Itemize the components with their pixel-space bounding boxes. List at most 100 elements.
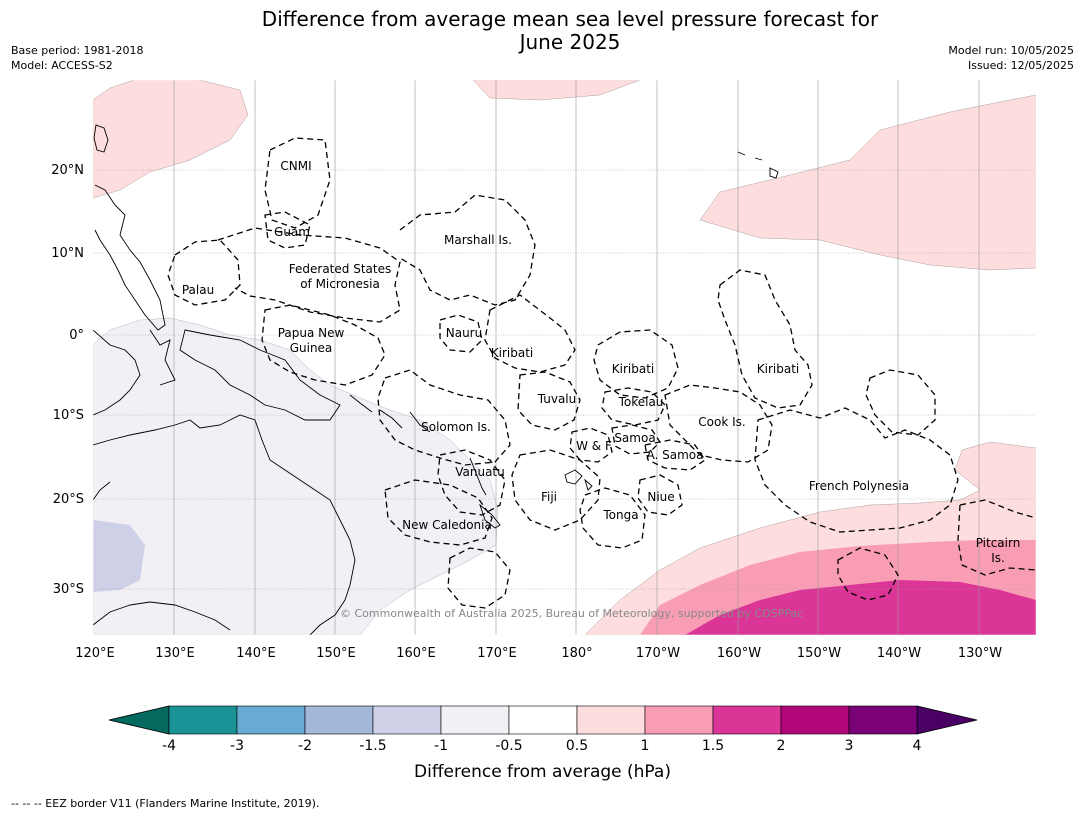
model-run-text: Model run: 10/05/2025 — [948, 44, 1074, 57]
label-pitcairn-line1: Pitcairn — [976, 536, 1021, 550]
colorbar-tick-label: 2 — [777, 738, 786, 754]
label-micronesia-line2: of Micronesia — [300, 277, 380, 291]
eez-nauru — [439, 314, 483, 353]
colorbar-tick-label: -2 — [298, 738, 312, 754]
metadata-right: Model run: 10/05/2025 Issued: 12/05/2025 — [948, 43, 1074, 73]
label-american-samoa: A. Samoa — [647, 448, 704, 462]
label-samoa: Samoa — [614, 431, 655, 445]
colorbar-segment — [236, 705, 306, 735]
lon-tick-150e: 150°E — [316, 646, 356, 661]
label-nauru: Nauru — [446, 326, 482, 340]
philippines-coast — [94, 184, 166, 331]
colorbar-tick-label: -4 — [162, 738, 176, 754]
anomaly-band-0.5-1-north-central — [472, 80, 641, 101]
lon-tick-130e: 130°E — [155, 646, 195, 661]
label-wallis-futuna: W & F — [576, 439, 612, 453]
colorbar-tick-label: -3 — [230, 738, 244, 754]
map-plot-area: © Commonwealth of Australia 2025, Bureau… — [93, 80, 1036, 635]
label-marshall-islands: Marshall Is. — [444, 233, 512, 247]
map-title: Difference from average mean sea level p… — [170, 8, 970, 54]
eez-png — [261, 304, 386, 386]
colorbar-segment — [168, 705, 238, 735]
label-tonga: Tonga — [602, 508, 638, 522]
lat-tick-30s: 30°S — [53, 582, 84, 597]
label-palau: Palau — [182, 283, 214, 297]
lon-tick-180: 180° — [561, 646, 592, 661]
label-tokelau: Tokelau — [618, 395, 664, 409]
borneo-sulawesi-coast — [93, 329, 176, 416]
colorbar: -4 -3 -2 -1.5 -1 -0.5 0.5 1 1.5 2 3 4 — [108, 705, 978, 754]
lon-tick-130w: 130°W — [958, 646, 1002, 661]
eez-marshall — [399, 194, 536, 306]
label-niue: Niue — [647, 490, 674, 504]
eez-niue — [637, 474, 683, 516]
eez-marquesas — [865, 369, 936, 436]
colorbar-tick-label: -1 — [434, 738, 448, 754]
anomaly-band-0.5-1-northeast — [699, 94, 1036, 271]
lon-tick-170w: 170°W — [636, 646, 680, 661]
label-guam: Guam — [274, 225, 310, 239]
lon-tick-170e: 170°E — [477, 646, 517, 661]
eez-pitcairn-south — [837, 547, 899, 601]
label-png-line1: Papua New — [278, 326, 345, 340]
lat-tick-10s: 10°S — [53, 408, 84, 423]
south-australia-coast — [93, 601, 231, 631]
new-caledonia-coast — [479, 503, 501, 529]
copyright-text: © Commonwealth of Australia 2025, Bureau… — [340, 607, 803, 620]
colorbar-segment — [372, 705, 442, 735]
vanuatu-coast — [469, 457, 487, 496]
eez-new-caledonia — [384, 479, 493, 546]
label-fiji: Fiji — [541, 490, 557, 504]
eez-micronesia — [217, 227, 401, 323]
eez-palau — [167, 239, 241, 306]
colorbar-segment — [848, 705, 918, 735]
eez-solomon — [377, 369, 511, 466]
colorbar-tick-label: 3 — [845, 738, 854, 754]
label-cnmi: CNMI — [280, 159, 311, 173]
region-labels: CNMI Guam Marshall Is. Federated States … — [182, 159, 1020, 565]
colorbar-tick-label: 1 — [641, 738, 650, 754]
eez-kiribati-east — [717, 269, 813, 409]
eez-legend-note: -- -- -- EEZ border V11 (Flanders Marine… — [11, 797, 320, 810]
eez-tokelau — [601, 387, 666, 426]
lat-tick-20s: 20°S — [53, 492, 84, 507]
eez-norfolk — [447, 547, 511, 609]
anomaly-band-neg-1-neg-1.5 — [93, 520, 145, 592]
eez-samoa — [611, 424, 661, 455]
graticule — [93, 80, 1036, 635]
label-solomon-islands: Solomon Is. — [421, 420, 491, 434]
hawaii-coast — [737, 151, 779, 179]
title-line-2: June 2025 — [519, 30, 621, 54]
label-french-polynesia: French Polynesia — [809, 479, 909, 493]
colorbar-over-arrow — [916, 705, 978, 735]
label-vanuatu: Vanuatu — [455, 465, 505, 479]
eez-guam — [264, 211, 311, 249]
eez-kiribati-west — [484, 294, 576, 373]
taiwan-coast — [93, 124, 109, 153]
colorbar-tick-label: -0.5 — [495, 738, 522, 754]
model-text: Model: ACCESS-S2 — [11, 59, 113, 72]
solomon-islands-coast — [349, 394, 431, 433]
eez-fiji — [511, 449, 601, 531]
label-new-caledonia: New Caledonia — [402, 518, 492, 532]
anomaly-band-0.5-1-northwest — [93, 80, 249, 199]
colorbar-tick-label: 1.5 — [702, 738, 724, 754]
fiji-coast — [564, 469, 593, 491]
metadata-left: Base period: 1981-2018 Model: ACCESS-S2 — [11, 43, 143, 73]
label-pitcairn-line2: Is. — [991, 551, 1005, 565]
colorbar-segment — [644, 705, 714, 735]
eez-pitcairn — [957, 499, 1036, 576]
eez-borders — [167, 137, 1036, 609]
colorbar-tick-label: 4 — [913, 738, 922, 754]
colorbar-segment — [780, 705, 850, 735]
longitude-tick-labels: 120°E 130°E 140°E 150°E 160°E 170°E 180°… — [75, 646, 1002, 661]
label-kiribati-west: Kiribati — [491, 346, 533, 360]
label-kiribati-east: Kiribati — [757, 362, 799, 376]
lat-tick-10n: 10°N — [51, 246, 84, 261]
anomaly-band-1.5-2 — [685, 580, 1036, 635]
eez-tuvalu — [517, 371, 581, 431]
eez-tonga — [579, 487, 646, 549]
base-period-text: Base period: 1981-2018 — [11, 44, 144, 57]
label-kiribati-central: Kiribati — [612, 362, 654, 376]
lon-tick-160w: 160°W — [717, 646, 761, 661]
